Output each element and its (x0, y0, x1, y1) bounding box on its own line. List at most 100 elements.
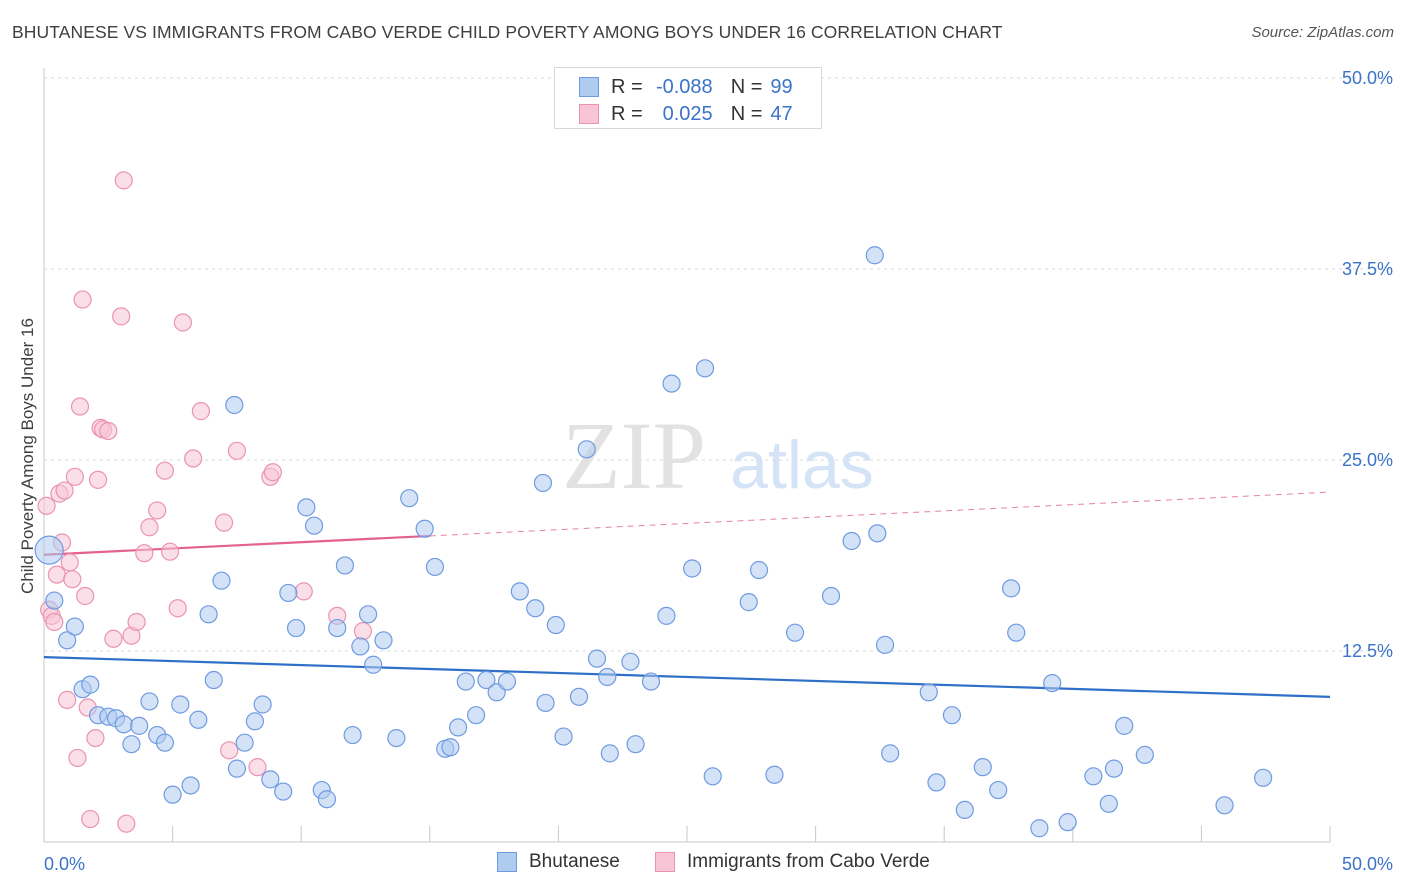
y-tick-label: 37.5% (1342, 259, 1393, 279)
bhutanese-point (163, 785, 182, 804)
cabo-verde-point (88, 470, 108, 489)
series-swatch-blue (497, 852, 517, 872)
y-tick-labels: 12.5% 25.0% 37.5% 50.0% (1342, 68, 1393, 661)
legend-swatch-pink (579, 104, 599, 124)
cabo-verde-point (86, 728, 105, 748)
bhutanese-point (875, 635, 895, 654)
legend-n-label: N = (730, 75, 763, 98)
bhutanese-point (279, 583, 298, 603)
cabo-verde-point (112, 307, 131, 326)
bhutanese-point (441, 738, 460, 757)
cabo-verde-point (294, 582, 313, 601)
bhutanese-point (927, 773, 946, 792)
bhutanese-point (739, 593, 758, 612)
cabo-verde-point (127, 612, 146, 632)
bhutanese-point (304, 516, 324, 535)
bhutanese-point (425, 557, 445, 577)
bhutanese-point (171, 695, 190, 714)
bhutanese-point (821, 586, 841, 606)
legend-n-value: 99 (770, 75, 793, 98)
cabo-verde-point (47, 565, 66, 584)
bhutanese-point (274, 782, 293, 801)
bhutanese-point (34, 535, 64, 565)
bhutanese-point (526, 599, 545, 618)
bhutanese-point (297, 498, 316, 517)
bhutanese-point (703, 767, 722, 786)
cabo-verde-point (135, 544, 154, 563)
bhutanese-point (973, 758, 992, 777)
cabo-verde-point (99, 421, 118, 441)
correlation-legend: R = -0.088 N = 99 R = 0.025 N = 47 (554, 67, 822, 129)
bhutanese-point (621, 652, 640, 671)
cabo-verde-point (184, 449, 203, 468)
cabo-verde-point (214, 513, 234, 532)
bhutanese-point (227, 759, 246, 778)
cabo-verde-point (353, 622, 373, 641)
cabo-verde-points (37, 171, 373, 833)
bhutanese-point (400, 489, 419, 508)
bhutanese-point (286, 618, 306, 638)
bhutanese-point (65, 617, 84, 636)
legend-r-value: 0.025 (662, 102, 713, 125)
bhutanese-point (1135, 745, 1154, 765)
chart-title: BHUTANESE VS IMMIGRANTS FROM CABO VERDE … (12, 22, 1003, 42)
bhutanese-point (212, 571, 231, 590)
bhutanese-point (536, 693, 555, 713)
axes (43, 68, 1331, 843)
cabo-verde-trend-line-solid (43, 534, 430, 556)
bhutanese-point (955, 800, 974, 820)
bhutanese-point (881, 744, 900, 763)
bhutanese-trend-line (43, 656, 1331, 698)
bhutanese-point (1104, 759, 1124, 778)
cabo-verde-trend-line-dashed (429, 491, 1331, 537)
legend-n-label: N = (730, 102, 763, 125)
bhutanese-point (1001, 579, 1021, 598)
bhutanese-point (600, 744, 619, 763)
bhutanese-point (415, 519, 434, 538)
bhutanese-point (598, 667, 617, 687)
cabo-verde-point (70, 397, 90, 416)
x-tick-label: 0.0% (44, 854, 85, 874)
bhutanese-point (510, 582, 529, 601)
bhutanese-point (497, 672, 517, 691)
series-legend-cabo-verde[interactable]: Immigrants from Cabo Verde (655, 851, 930, 873)
bhutanese-point (587, 649, 607, 668)
bhutanese-point (695, 359, 715, 378)
bhutanese-point (343, 725, 362, 745)
bhutanese-point (546, 615, 565, 635)
legend-row-cabo-verde: R = 0.025 N = 47 (579, 102, 793, 126)
bhutanese-point (1099, 794, 1118, 813)
cabo-verde-point (160, 542, 180, 561)
legend-row-bhutanese: R = -0.088 N = 99 (579, 75, 793, 99)
bhutanese-point (657, 606, 676, 625)
bhutanese-point (989, 780, 1008, 800)
bhutanese-point (1215, 796, 1234, 815)
bhutanese-point (919, 683, 938, 702)
bhutanese-point (842, 531, 861, 551)
series-name: Immigrants from Cabo Verde (687, 851, 930, 872)
bhutanese-point (1043, 673, 1062, 693)
bhutanese-point (374, 631, 393, 650)
bhutanese-point (1084, 767, 1103, 786)
bhutanese-point (641, 672, 661, 691)
series-legend-bhutanese[interactable]: Bhutanese (497, 851, 620, 873)
bhutanese-point (749, 560, 769, 580)
legend-n-value: 47 (770, 102, 793, 125)
bhutanese-point (477, 670, 496, 690)
legend-r-value: -0.088 (655, 75, 713, 98)
cabo-verde-point (248, 758, 267, 777)
legend-r-label: R = (611, 102, 643, 125)
bhutanese-point (358, 605, 378, 624)
bhutanese-point (235, 733, 254, 752)
cabo-verde-point (68, 748, 87, 768)
cabo-verde-point (263, 463, 283, 482)
bhutanese-point (1007, 623, 1026, 642)
cabo-verde-point (117, 814, 136, 833)
cabo-verde-point (63, 570, 82, 589)
x-tick-label: 50.0% (1342, 854, 1393, 874)
bhutanese-point (58, 631, 77, 650)
bhutanese-point (199, 605, 218, 624)
grid-lines (44, 77, 1392, 652)
y-tick-label: 25.0% (1342, 450, 1393, 470)
